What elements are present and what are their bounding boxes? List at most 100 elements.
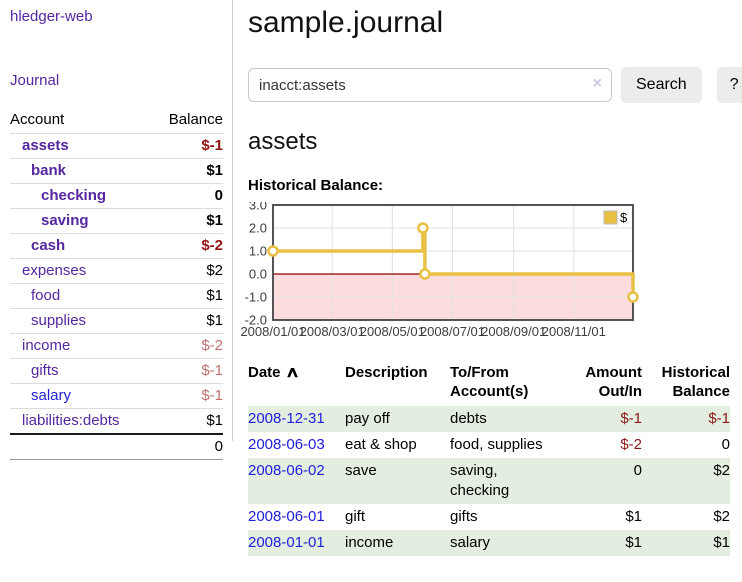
accounts-total-row: 0: [10, 433, 223, 460]
account-balance: $-1: [152, 133, 223, 159]
chart-data-point: [267, 245, 279, 257]
account-link-expenses[interactable]: expenses: [22, 262, 87, 279]
account-row-liabilities-debts: liabilities:debts $1: [10, 408, 223, 434]
register-header-balance: Historical Balance: [661, 364, 730, 400]
chart-x-tick-label: 2008/03/01: [300, 324, 365, 339]
account-row-income: income $-2: [10, 333, 223, 359]
chart-title: Historical Balance:: [248, 177, 384, 194]
chart-y-tick-label: -2.0: [245, 313, 267, 328]
account-row-checking: checking 0: [10, 183, 223, 209]
chart-x-tick-label: 2008/11/01: [542, 324, 606, 339]
register-row: 2008-06-02 save saving, checking 0 $2: [248, 458, 730, 504]
account-balance: $1: [152, 283, 223, 309]
brand-link[interactable]: hledger-web: [10, 8, 93, 25]
chart-data-point: [419, 268, 431, 280]
chart-y-tick-label: -1.0: [245, 290, 267, 305]
chart-x-tick-label: 2008/05/01: [360, 324, 425, 339]
account-balance: 0: [152, 183, 223, 209]
transaction-accounts: salary: [450, 534, 491, 551]
search-button[interactable]: Search: [621, 67, 702, 103]
transaction-balance: 0: [721, 436, 730, 453]
transaction-date-link[interactable]: 2008-06-02: [248, 462, 325, 479]
account-balance: $1: [152, 208, 223, 234]
account-link-salary[interactable]: salary: [31, 387, 72, 404]
chart-x-tick-label: 2008/09/01: [481, 324, 546, 339]
main-content: sample.journal × Search ? assets Histori…: [240, 0, 742, 556]
chart-data-point: [627, 291, 639, 303]
accounts-table: Account Balance assets $-1 bank $1 check…: [10, 109, 223, 460]
transaction-amount: 0: [633, 462, 642, 479]
account-link-saving[interactable]: saving: [41, 212, 89, 229]
accounts-header-balance: Balance: [168, 111, 223, 128]
register-header-accounts: To/From Account(s): [450, 364, 529, 400]
account-link-gifts[interactable]: gifts: [31, 362, 59, 379]
transaction-accounts: gifts: [450, 508, 478, 525]
account-heading: assets: [248, 128, 318, 155]
transaction-date-link[interactable]: 2008-12-31: [248, 410, 325, 427]
transaction-date-link[interactable]: 2008-06-01: [248, 508, 325, 525]
sidebar: hledger-web Journal Account Balance asse…: [0, 0, 233, 460]
transaction-balance: $1: [713, 534, 730, 551]
clear-search-icon[interactable]: ×: [592, 75, 602, 92]
transaction-balance: $2: [713, 462, 730, 479]
sidebar-item-journal[interactable]: Journal: [10, 72, 60, 89]
account-row-food: food $1: [10, 283, 223, 309]
transaction-accounts: debts: [450, 410, 487, 427]
account-link-assets[interactable]: assets: [22, 137, 69, 154]
account-link-liabilities-debts[interactable]: liabilities:debts: [22, 412, 120, 429]
search-bar: × Search ?: [248, 67, 742, 103]
accounts-total-value: 0: [152, 433, 223, 460]
register-header-amount: Amount Out/In: [585, 364, 642, 400]
transaction-amount: $-1: [620, 410, 642, 427]
chart-legend-swatch: [603, 210, 618, 225]
register-header-date[interactable]: Date ∧: [248, 364, 300, 381]
register-row: 2008-06-01 gift gifts $1 $2: [248, 504, 730, 530]
transaction-date-link[interactable]: 2008-06-03: [248, 436, 325, 453]
transaction-balance: $-1: [708, 410, 730, 427]
account-link-checking[interactable]: checking: [41, 187, 107, 204]
transaction-amount: $1: [625, 534, 642, 551]
chart-y-tick-label: 1.0: [249, 244, 267, 259]
accounts-table-header: Account Balance: [10, 109, 223, 134]
transaction-amount: $1: [625, 508, 642, 525]
account-balance: $-1: [152, 383, 223, 409]
accounts-header-account: Account: [10, 111, 65, 128]
register-header-row: Date ∧ Description To/From Account(s) Amo…: [248, 363, 730, 406]
historical-balance-chart: $3.0 2.0 1.0 0.0 -1.0 -2.0 2008/01/01 2008/03/0…: [240, 198, 640, 347]
account-row-supplies: supplies $1: [10, 308, 223, 334]
transaction-description: gift: [345, 508, 366, 525]
chart-legend-label: $: [620, 210, 628, 225]
register-header-description: Description: [345, 364, 428, 381]
account-row-saving: saving $1: [10, 208, 223, 234]
chart-svg: $3.0 2.0 1.0 0.0 -1.0 -2.02008/01/012008/03/0…: [240, 198, 639, 339]
transaction-description: income: [345, 534, 394, 551]
transaction-description: save: [345, 462, 377, 479]
transaction-accounts: saving, checking: [450, 462, 510, 499]
account-balance: $-2: [152, 233, 223, 259]
account-link-bank[interactable]: bank: [31, 162, 67, 179]
register-row: 2008-06-03 eat & shop food, supplies $-2…: [248, 432, 730, 458]
account-link-cash[interactable]: cash: [31, 237, 66, 254]
account-balance: $-2: [152, 333, 223, 359]
account-row-bank: bank $1: [10, 158, 223, 184]
account-balance: $1: [152, 308, 223, 334]
register-row: 2008-01-01 income salary $1 $1: [248, 530, 730, 556]
chart-data-point: [417, 222, 429, 234]
chart-y-tick-label: 3.0: [249, 202, 267, 213]
register-table: Date ∧ Description To/From Account(s) Amo…: [248, 363, 730, 556]
search-input[interactable]: [248, 68, 612, 102]
account-row-cash: cash $-2: [10, 233, 223, 259]
sort-ascending-icon: ∧: [284, 364, 300, 381]
account-link-food[interactable]: food: [31, 287, 61, 304]
help-button[interactable]: ?: [716, 67, 742, 103]
account-row-assets: assets $-1: [10, 133, 223, 159]
account-balance: $1: [152, 408, 223, 434]
transaction-date-link[interactable]: 2008-01-01: [248, 534, 325, 551]
transaction-balance: $2: [713, 508, 730, 525]
chart-border: [272, 204, 634, 321]
account-link-supplies[interactable]: supplies: [31, 312, 87, 329]
chart-y-tick-label: 2.0: [249, 221, 267, 236]
account-link-income[interactable]: income: [22, 337, 71, 354]
account-row-expenses: expenses $2: [10, 258, 223, 284]
register-row: 2008-12-31 pay off debts $-1 $-1: [248, 406, 730, 432]
